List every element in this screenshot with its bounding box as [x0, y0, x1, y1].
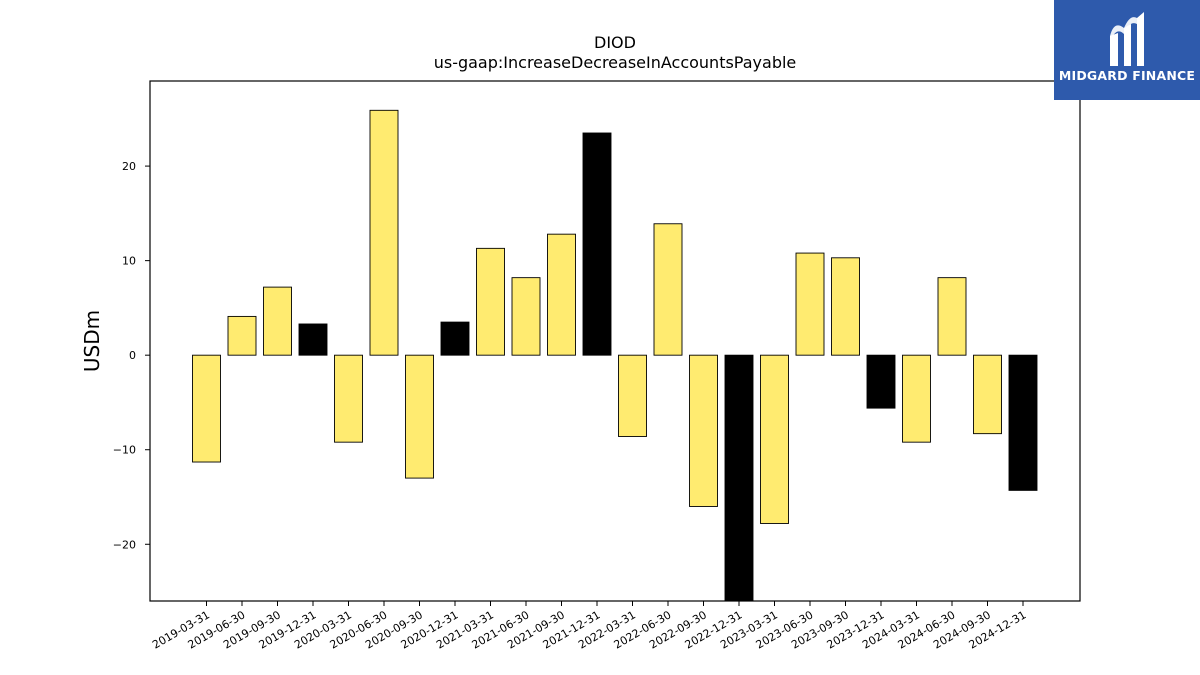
bar-2021-06-30	[511, 277, 541, 356]
bar-2022-12-31	[724, 354, 754, 602]
x-axis-ticks: 2019-03-312019-06-302019-09-302019-12-31…	[150, 601, 1029, 652]
bar-2020-03-31	[334, 354, 363, 443]
bar-2021-03-31	[476, 247, 505, 356]
bar-2020-12-31	[440, 321, 470, 356]
bar-2023-12-31	[866, 354, 896, 409]
bars-layer	[192, 109, 1038, 602]
bar-2019-12-31	[298, 323, 328, 356]
bar-2024-09-30	[973, 354, 1002, 435]
brand-name: MIDGARD FINANCE	[1058, 68, 1196, 83]
bar-2024-12-31	[1008, 354, 1038, 491]
y-axis-ticks: −20 −10 0 10 20	[113, 160, 150, 551]
plot-frame	[149, 80, 1081, 602]
y-tick-label: −20	[113, 538, 136, 551]
chart-subtitle: us-gaap:IncreaseDecreaseInAccountsPayabl…	[434, 53, 797, 72]
bar-2021-12-31	[582, 132, 612, 356]
y-axis-label: USDm	[80, 310, 104, 372]
y-tick-label: 10	[122, 255, 136, 268]
bar-2022-06-30	[653, 223, 683, 356]
bar-2022-03-31	[618, 354, 647, 437]
bar-2023-03-31	[760, 354, 789, 524]
chart-title: DIOD	[594, 33, 636, 52]
y-tick-label: 20	[122, 160, 136, 173]
y-tick-label: −10	[113, 444, 136, 457]
y-tick-label: 0	[129, 349, 136, 362]
bar-2022-09-30	[689, 354, 718, 507]
bar-2020-09-30	[405, 354, 434, 479]
bar-2021-09-30	[547, 233, 576, 356]
bar-2024-06-30	[937, 277, 967, 356]
bar-2019-03-31	[192, 354, 221, 463]
bar-2019-06-30	[227, 315, 257, 356]
bar-2024-03-31	[902, 354, 931, 443]
bar-2020-06-30	[369, 109, 399, 356]
bar-2023-09-30	[831, 257, 860, 356]
bar-2023-06-30	[795, 252, 825, 356]
midgard-m-logo-icon	[1110, 12, 1144, 66]
bar-2019-09-30	[263, 286, 292, 356]
brand-logo: MIDGARD FINANCE	[1054, 0, 1200, 100]
